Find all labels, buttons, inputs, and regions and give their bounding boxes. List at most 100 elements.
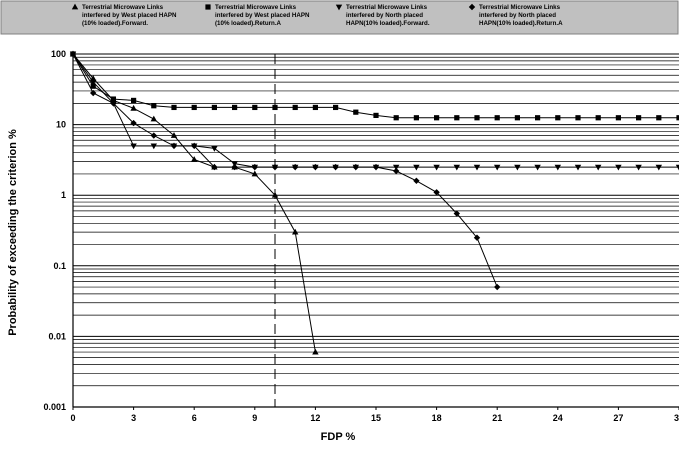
data-point xyxy=(373,112,379,118)
data-point xyxy=(272,104,278,111)
data-point xyxy=(474,115,480,121)
data-point xyxy=(574,164,582,171)
x-tick-label: 3 xyxy=(131,413,136,423)
data-point xyxy=(69,50,77,58)
y-tick-label: 0.1 xyxy=(53,261,66,271)
data-point xyxy=(292,104,298,111)
y-tick-label: 10 xyxy=(56,120,66,130)
legend-marker xyxy=(468,3,476,11)
legend-label: Terrestrial Microwave Links interfered by… xyxy=(82,4,177,27)
data-point xyxy=(90,89,97,97)
legend: Terrestrial Microwave Links interfered by… xyxy=(0,0,679,35)
data-point xyxy=(615,115,621,121)
data-point xyxy=(453,164,460,171)
data-point xyxy=(413,164,420,171)
data-point xyxy=(434,115,440,121)
series-line xyxy=(72,53,679,168)
data-point xyxy=(453,210,460,217)
data-point xyxy=(231,163,238,171)
x-tick-label: 15 xyxy=(371,413,381,423)
legend-line: interfered by North placed xyxy=(479,12,556,19)
y-tick-label: 0.01 xyxy=(48,331,66,341)
data-point xyxy=(191,142,198,150)
data-point xyxy=(130,119,137,127)
data-point xyxy=(353,109,359,115)
x-tick-label: 0 xyxy=(70,413,75,423)
data-point xyxy=(312,104,318,111)
data-point xyxy=(514,115,520,121)
data-point xyxy=(454,115,460,121)
legend-line: (10% loaded).Forward. xyxy=(82,20,148,27)
y-tick-label: 1 xyxy=(61,190,66,200)
y-axis-title: Probability of exceeding the criterion % xyxy=(7,129,19,336)
data-point xyxy=(130,143,137,150)
data-point xyxy=(170,132,178,138)
data-point xyxy=(110,96,116,102)
legend-line: Terrestrial Microwave Links xyxy=(215,4,297,11)
legend-label: Terrestrial Microwave Links interfered by… xyxy=(346,4,430,27)
data-point xyxy=(393,167,400,175)
data-point xyxy=(393,164,400,171)
legend-marker xyxy=(205,4,211,10)
data-point xyxy=(372,163,380,171)
legend-marker xyxy=(71,3,79,10)
legend-line: interfered by West placed HAPN xyxy=(82,12,177,19)
series-line xyxy=(72,53,679,119)
data-point xyxy=(90,83,96,89)
data-point xyxy=(433,164,440,171)
data-point xyxy=(494,115,500,121)
data-point xyxy=(615,164,622,171)
legend-entry: Terrestrial Microwave Links interfered by… xyxy=(468,3,563,27)
data-point xyxy=(675,164,679,171)
data-point xyxy=(554,164,561,171)
data-point xyxy=(636,115,642,121)
data-point xyxy=(131,97,137,104)
legend-entry: Terrestrial Microwave Links interfered by… xyxy=(205,4,310,27)
data-point xyxy=(151,103,157,109)
data-point xyxy=(90,79,97,86)
data-point xyxy=(534,164,541,171)
data-point xyxy=(413,177,420,184)
x-tick-label: 24 xyxy=(553,413,563,423)
legend-marker xyxy=(335,4,343,11)
y-tick-label: 100 xyxy=(51,49,66,59)
data-point xyxy=(130,104,137,111)
data-point xyxy=(656,115,662,121)
x-tick-label: 18 xyxy=(432,413,442,423)
data-point xyxy=(211,163,218,171)
legend-line: Terrestrial Microwave Links xyxy=(346,4,428,11)
x-tick-label: 21 xyxy=(492,413,502,423)
legend-line: HAPN(10% loaded).Return.A xyxy=(479,20,563,27)
data-point xyxy=(555,115,561,121)
legend-label: Terrestrial Microwave Links interfered by… xyxy=(479,4,563,27)
data-point xyxy=(110,100,117,107)
x-axis-title: FDP % xyxy=(321,431,356,443)
data-point xyxy=(473,164,481,171)
data-point xyxy=(191,104,197,111)
legend-entry: Terrestrial Microwave Links interfered by… xyxy=(335,4,430,27)
x-tick-label: 3 xyxy=(674,413,679,423)
legend-entry: Terrestrial Microwave Links interfered by… xyxy=(71,3,177,27)
legend-line: Terrestrial Microwave Links xyxy=(479,4,561,11)
legend-line: (10% loaded).Return.A xyxy=(215,20,282,27)
data-point xyxy=(150,143,157,150)
legend-line: Terrestrial Microwave Links xyxy=(82,4,164,11)
data-point xyxy=(170,142,178,150)
data-point xyxy=(232,104,238,111)
data-point xyxy=(150,132,157,139)
data-point xyxy=(413,115,419,121)
series-2 xyxy=(70,51,679,121)
legend-line: interfered by West placed HAPN xyxy=(215,12,310,19)
data-point xyxy=(494,283,501,291)
x-tick-label: 9 xyxy=(252,413,257,423)
data-point xyxy=(211,146,218,152)
data-point xyxy=(251,170,258,177)
legend-line: HAPN(10% loaded).Forward. xyxy=(346,20,430,27)
grid xyxy=(73,53,679,408)
data-point xyxy=(595,115,601,121)
data-point xyxy=(352,163,359,171)
tick-labels: 0 3 6 9 12 15 18 21 24 27 3 0.001 0.01 0.1 1 10 100 xyxy=(43,49,679,423)
data-point xyxy=(150,115,157,122)
data-point xyxy=(171,104,177,111)
